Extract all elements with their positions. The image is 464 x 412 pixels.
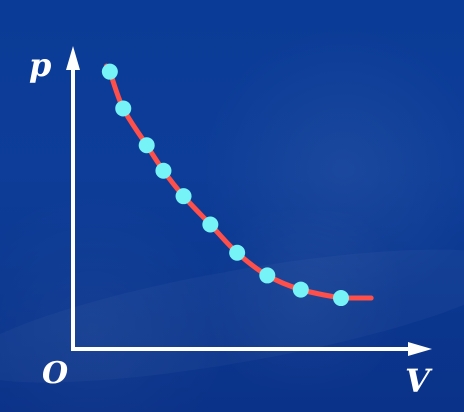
data-point-1 <box>101 63 118 80</box>
x-axis-label: V <box>405 362 433 400</box>
data-point-9 <box>292 281 309 298</box>
axes-layer <box>66 46 432 356</box>
x-axis-arrowhead <box>408 342 432 356</box>
data-point-7 <box>229 244 246 261</box>
y-axis-label: p <box>29 46 51 84</box>
pressure-volume-curve <box>104 63 374 302</box>
data-point-6 <box>202 216 219 233</box>
data-point-5 <box>175 188 192 205</box>
curve-layer <box>104 63 374 302</box>
data-point-8 <box>259 267 276 284</box>
data-point-10 <box>333 290 349 307</box>
y-axis-arrowhead <box>66 46 80 70</box>
data-point-2 <box>115 100 132 117</box>
points-layer <box>101 63 349 307</box>
origin-label: O <box>42 356 68 391</box>
data-point-4 <box>155 162 172 179</box>
data-point-3 <box>138 137 155 154</box>
